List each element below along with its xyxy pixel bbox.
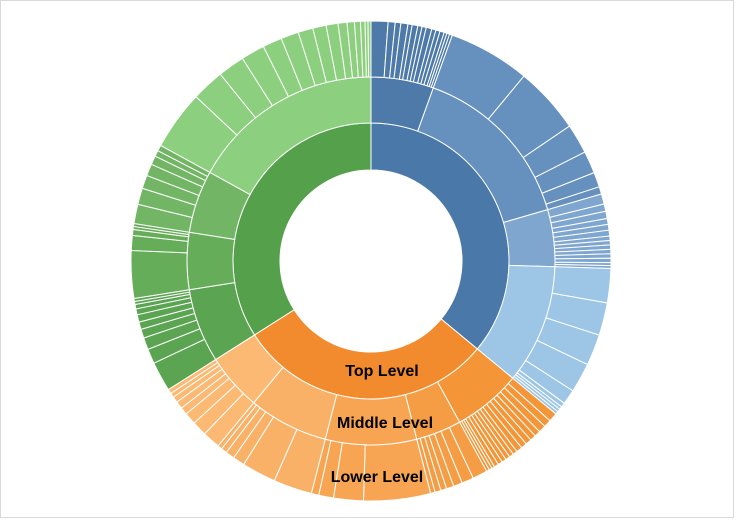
ring-label-top: Top Level [345,363,419,380]
sunburst-segments [130,20,612,502]
lower-segment-2-3-14 [367,20,372,78]
middle-segment-2-1 [186,231,236,291]
ring-label-middle: Middle Level [337,415,433,432]
lower-segment-2-1-0 [130,249,190,300]
ring-label-lower: Lower Level [331,469,423,486]
